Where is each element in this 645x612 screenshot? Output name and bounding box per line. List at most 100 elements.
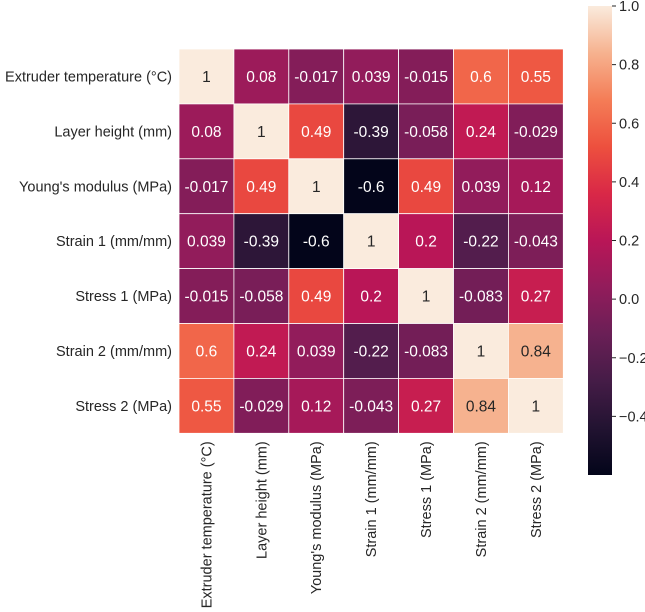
y-tick-label: Strain 2 (mm/mm) [56, 344, 172, 360]
cell-value-label: 1 [422, 289, 431, 306]
cell-value-label: -0.029 [239, 398, 283, 415]
y-tick-label: Strain 1 (mm/mm) [56, 234, 172, 250]
heatmap-cell [343, 323, 400, 379]
cell-value-label: -0.22 [463, 234, 498, 251]
y-tick-label: Layer height (mm) [54, 124, 172, 140]
cell-value-label: -0.6 [358, 179, 385, 196]
cell-value-label: 0.6 [196, 343, 218, 360]
x-tick-label: Stress 1 (MPa) [419, 441, 435, 538]
heatmap-cell [453, 158, 509, 215]
y-tick-label: Stress 2 (MPa) [75, 399, 172, 415]
cell-value-label: 0.08 [191, 124, 221, 141]
x-tick-label: Young's modulus (MPa) [309, 441, 325, 594]
cell-value-label: 1 [367, 234, 376, 251]
colorbar-tick-label: 0.0 [619, 292, 639, 308]
heatmap-cell [507, 158, 564, 215]
heatmap-cell [343, 377, 400, 434]
cell-value-label: -0.043 [514, 234, 558, 251]
cell-value-label: -0.6 [303, 234, 330, 251]
heatmap-cell [398, 103, 454, 160]
cell-value-label: -0.39 [244, 234, 279, 251]
heatmap-cell [453, 377, 509, 434]
cell-value-label: 1 [312, 179, 321, 196]
colorbar-tick-label: 0.8 [619, 58, 639, 74]
heatmap-cell [343, 213, 400, 269]
cell-value-label: 0.12 [301, 398, 331, 415]
colorbar-tick-label: 1.0 [619, 0, 639, 15]
heatmap-cell [288, 48, 345, 105]
colorbar [588, 6, 612, 475]
heatmap-cell [398, 158, 454, 215]
cell-value-label: -0.017 [184, 179, 228, 196]
cell-value-label: 0.6 [470, 69, 492, 86]
heatmap-cell [398, 377, 454, 434]
y-tick-label: Young's modulus (MPa) [19, 179, 172, 195]
cell-value-label: 0.84 [521, 343, 552, 360]
cell-value-label: 0.49 [301, 289, 331, 306]
cell-value-label: 0.27 [411, 398, 441, 415]
heatmap-cell [178, 213, 235, 269]
cell-value-label: -0.058 [404, 124, 448, 141]
heatmap-cell [178, 268, 235, 324]
cell-value-label: 1 [532, 398, 541, 415]
cell-value-label: -0.043 [349, 398, 393, 415]
heatmap-cell [288, 103, 345, 160]
cell-value-label: -0.083 [404, 343, 448, 360]
heatmap-cell [507, 377, 564, 434]
heatmap-cell [343, 158, 400, 215]
cell-value-label: 0.24 [246, 343, 277, 360]
heatmap-cell [178, 48, 235, 105]
cell-value-label: 0.84 [466, 398, 497, 415]
x-tick-label: Strain 2 (mm/mm) [474, 441, 490, 557]
colorbar-tick-label: −0.4 [619, 409, 645, 425]
cell-value-label: -0.39 [353, 124, 388, 141]
heatmap-cell [398, 323, 454, 379]
heatmap-cell [233, 213, 290, 269]
cell-value-label: 0.49 [246, 179, 276, 196]
cell-value-label: 0.08 [246, 69, 276, 86]
cell-value-label: 0.2 [360, 289, 382, 306]
cell-value-label: 0.27 [521, 289, 551, 306]
x-tick-label: Stress 2 (MPa) [529, 441, 545, 538]
colorbar-tick-label: −0.2 [619, 351, 645, 367]
cell-value-label: -0.058 [239, 289, 283, 306]
heatmap-cell [178, 377, 235, 434]
colorbar-tick-label: 0.6 [619, 116, 639, 132]
cell-value-label: 0.24 [466, 124, 497, 141]
cell-value-label: 0.49 [411, 179, 441, 196]
heatmap-cell [288, 268, 345, 324]
cell-value-label: 0.55 [521, 69, 551, 86]
cell-value-label: 0.039 [352, 69, 391, 86]
cell-value-label: 0.2 [415, 234, 437, 251]
cell-value-label: 1 [477, 343, 486, 360]
heatmap-cell [453, 48, 509, 105]
cell-value-label: -0.083 [459, 289, 503, 306]
cell-value-label: 0.12 [521, 179, 551, 196]
heatmap-cell [233, 158, 290, 215]
heatmap-cell [178, 323, 235, 379]
x-tick-label: Strain 1 (mm/mm) [364, 441, 380, 557]
y-tick-label: Extruder temperature (°C) [5, 69, 172, 85]
colorbar-tick-label: 0.2 [619, 234, 639, 250]
cell-value-label: 0.039 [297, 343, 336, 360]
heatmap-cell [233, 48, 290, 105]
heatmap-cell [453, 213, 509, 269]
colorbar-tick-label: 0.4 [619, 175, 639, 191]
cell-value-label: -0.017 [294, 69, 338, 86]
cell-value-label: 1 [257, 124, 266, 141]
heatmap-cell [288, 323, 345, 379]
heatmap-cell [343, 48, 400, 105]
x-tick-label: Layer height (mm) [254, 441, 270, 559]
cell-value-label: 0.55 [191, 398, 221, 415]
cell-value-label: 0.039 [187, 234, 226, 251]
cell-value-label: -0.015 [404, 69, 448, 86]
heatmap-cell [507, 103, 564, 160]
cell-value-label: -0.22 [353, 343, 388, 360]
heatmap-cell [233, 323, 290, 379]
heatmap-cell [507, 323, 564, 379]
heatmap-cell [178, 103, 235, 160]
cell-value-label: -0.029 [514, 124, 558, 141]
cell-value-label: -0.015 [184, 289, 228, 306]
